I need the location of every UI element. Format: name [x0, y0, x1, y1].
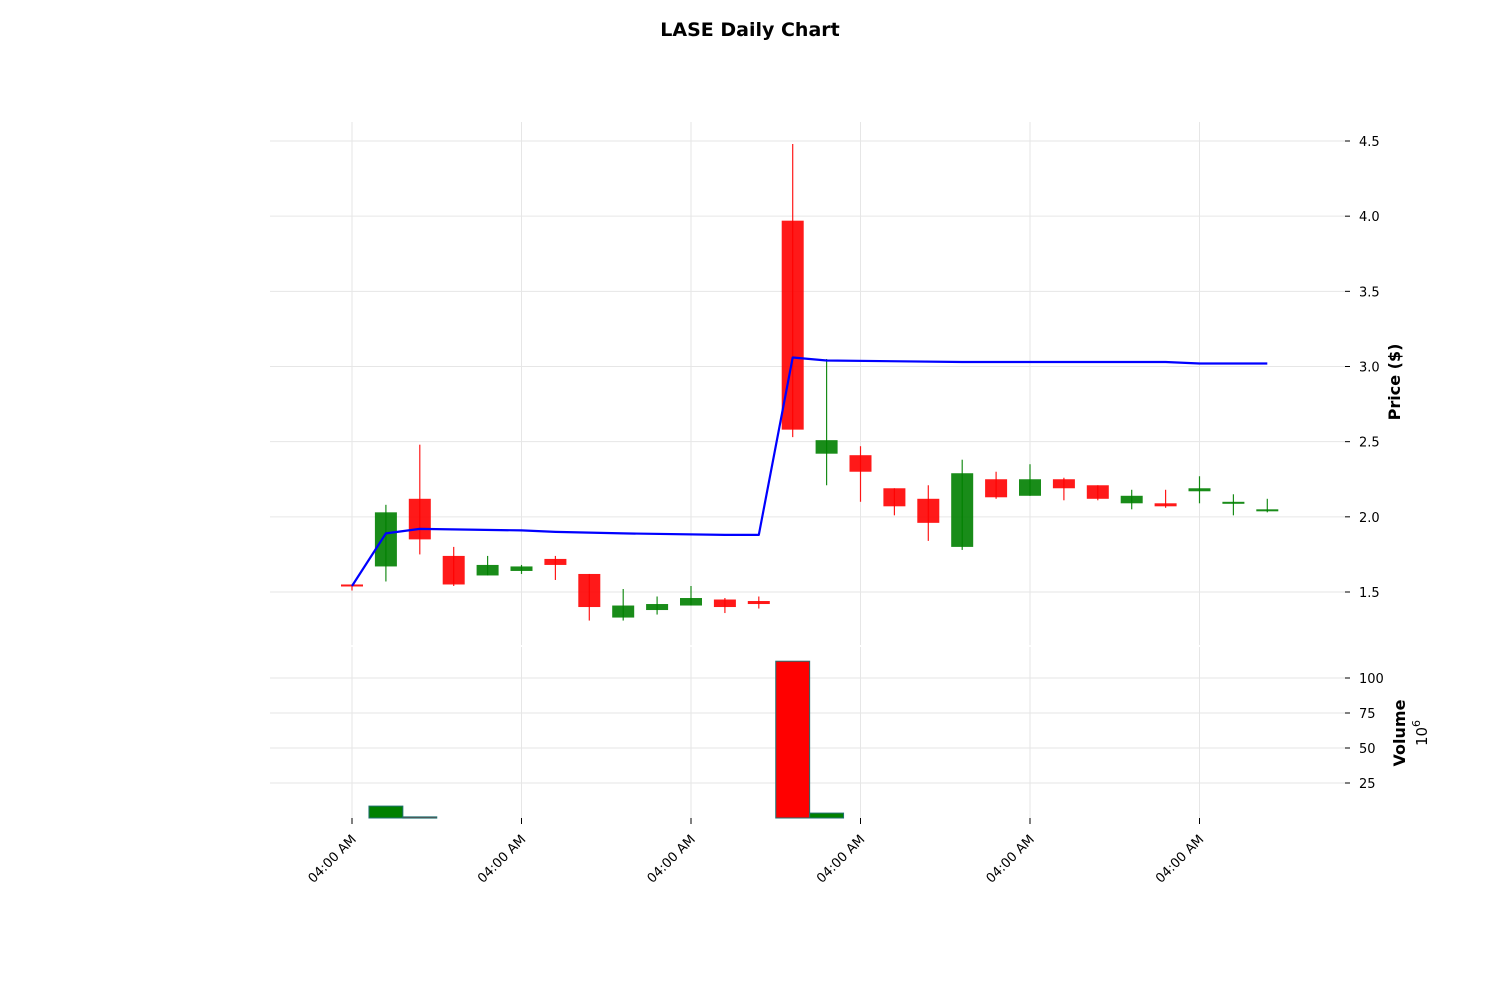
price-tick-label: 4.0: [1359, 210, 1380, 225]
volume-tick-label: 75: [1359, 707, 1376, 722]
candle-body: [951, 473, 974, 547]
x-tick-label: 04:00 AM: [1153, 832, 1207, 886]
candle-body: [646, 604, 669, 611]
chart-title: LASE Daily Chart: [660, 19, 839, 41]
x-axis: 04:00 AM 04:00 AM 04:00 AM 04:00 AM 04:00 AM…: [306, 818, 1207, 886]
candle: [1086, 485, 1109, 501]
volume-bar: [809, 812, 845, 819]
volume-bar: [775, 660, 811, 819]
volume-tick-label: 50: [1359, 742, 1376, 757]
candle: [917, 485, 940, 541]
candle: [883, 488, 906, 516]
candle-body: [849, 455, 872, 472]
candle: [578, 573, 601, 621]
price-y-axis: 1.5 2.0 2.5 3.0 3.5 4.0 4.5: [1345, 135, 1380, 601]
price-y-axis-label: Price ($): [1385, 344, 1404, 421]
candle-body: [1052, 479, 1075, 489]
candle-body: [815, 440, 838, 454]
price-panel: 1.5 2.0 2.5 3.0 3.5 4.0 4.5 Price ($): [270, 122, 1404, 645]
candle-body: [1120, 495, 1143, 504]
volume-bar: [368, 805, 404, 819]
candle-body: [1086, 485, 1109, 499]
candle: [374, 504, 397, 582]
candle: [815, 358, 838, 486]
candle-body: [374, 512, 397, 567]
candle-body: [1154, 503, 1177, 507]
candle: [1154, 489, 1177, 508]
volume-scale-label: 106: [1410, 720, 1431, 746]
candle: [1052, 477, 1075, 501]
candle: [713, 598, 736, 614]
candle: [849, 446, 872, 502]
candle: [442, 546, 465, 586]
candle: [781, 144, 804, 438]
price-tick-label: 3.5: [1359, 285, 1380, 300]
candle: [1256, 498, 1279, 513]
candle: [510, 564, 533, 574]
candle: [1120, 489, 1143, 510]
candle-body: [713, 599, 736, 608]
candles-group: [341, 144, 1279, 621]
candle-body: [680, 598, 702, 606]
x-tick-label: 04:00 AM: [814, 832, 868, 886]
volume-y-axis: 25 50 75 100: [1345, 672, 1384, 792]
x-tick-label: 04:00 AM: [984, 832, 1038, 886]
candle-body: [883, 488, 906, 507]
candle: [951, 459, 974, 550]
candle-body: [578, 573, 601, 608]
volume-tick-label: 25: [1359, 777, 1376, 792]
candle-body: [1222, 501, 1245, 504]
candle: [1188, 476, 1211, 504]
moving-average-line: [351, 356, 1268, 587]
price-tick-label: 1.5: [1359, 586, 1380, 601]
candle-body: [442, 555, 465, 585]
candle-body: [985, 479, 1008, 498]
volume-tick-label: 100: [1359, 672, 1384, 687]
x-tick-label: 04:00 AM: [475, 832, 529, 886]
candle: [985, 471, 1008, 499]
candle-body: [781, 220, 804, 430]
candle: [1222, 494, 1245, 516]
candle-body: [917, 498, 940, 523]
volume-bar: [402, 816, 438, 819]
x-tick-label: 04:00 AM: [306, 832, 360, 886]
candle: [476, 555, 499, 576]
price-tick-label: 2.0: [1359, 511, 1380, 526]
price-grid: [270, 122, 1345, 645]
price-tick-label: 4.5: [1359, 135, 1380, 150]
candle-body: [510, 566, 533, 571]
candle: [680, 585, 702, 606]
candle-body: [544, 558, 567, 565]
volume-bars-group: [368, 660, 845, 819]
candle-body: [1256, 509, 1279, 512]
candle: [646, 596, 669, 615]
x-tick-label: 04:00 AM: [645, 832, 699, 886]
candle-body: [747, 601, 770, 605]
candle: [1019, 464, 1041, 496]
price-tick-label: 3.0: [1359, 361, 1380, 376]
candle: [612, 588, 635, 621]
candle-body: [408, 498, 431, 540]
volume-y-axis-label: Volume: [1390, 699, 1409, 766]
candle-body: [1019, 479, 1041, 496]
candle-body: [1188, 488, 1211, 492]
candle-body: [612, 605, 635, 618]
candle: [544, 555, 567, 580]
volume-panel: 25 50 75 100 Volume 106: [270, 647, 1431, 819]
candle: [408, 444, 431, 555]
candle: [747, 596, 770, 609]
candle-body: [476, 564, 499, 576]
price-tick-label: 2.5: [1359, 436, 1380, 451]
